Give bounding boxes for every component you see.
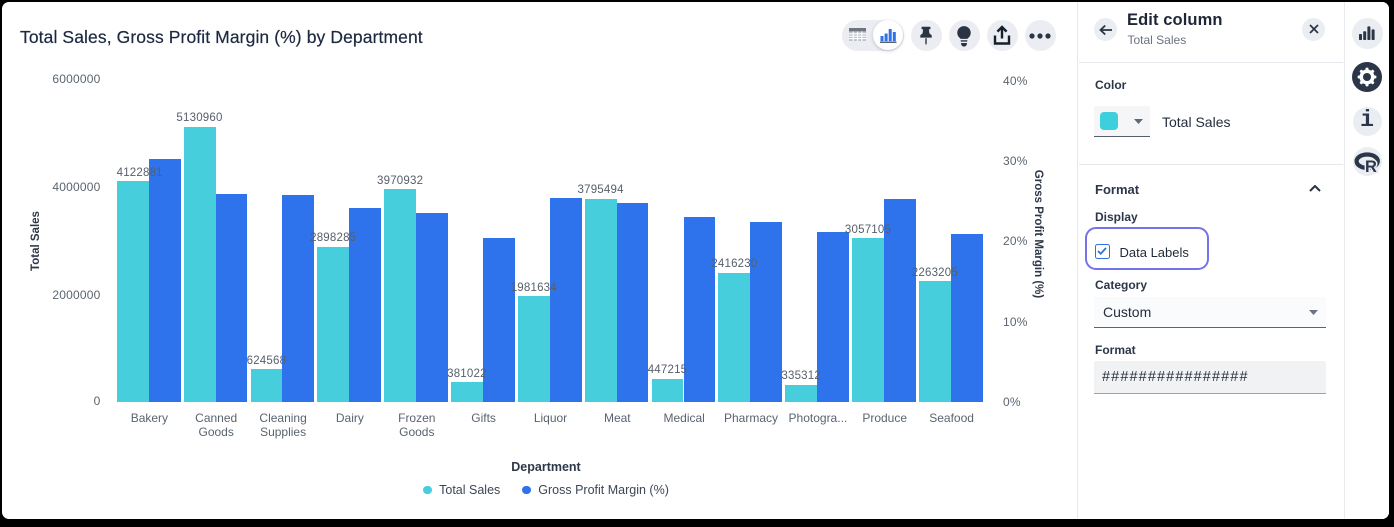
svg-text:R: R (1365, 158, 1377, 176)
